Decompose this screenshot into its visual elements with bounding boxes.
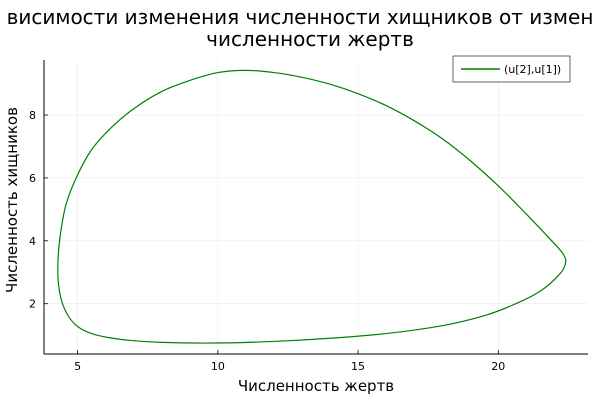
x-tick-label: 5 (74, 360, 81, 373)
y-tick-label: 8 (29, 109, 36, 122)
legend: (u[2],u[1]) (452, 55, 571, 83)
x-tick-label: 15 (351, 360, 365, 373)
chart-title-line-1: висимости изменения численности хищников… (7, 5, 594, 29)
series-line (57, 69, 567, 344)
x-tick-label: 10 (211, 360, 225, 373)
y-axis-label: Численность хищников (3, 107, 21, 293)
y-tick-label: 6 (29, 172, 36, 185)
y-tick-label: 4 (29, 235, 36, 248)
legend-label: (u[2],u[1]) (504, 63, 561, 76)
y-tick-label: 2 (29, 298, 36, 311)
ticks: 5 10 15 20 2 4 6 8 (29, 109, 505, 373)
x-axis-label: Численность жертв (238, 377, 394, 395)
chart-title-line-2: численности жертв (206, 27, 414, 51)
grid (44, 60, 588, 354)
x-tick-label: 20 (491, 360, 505, 373)
